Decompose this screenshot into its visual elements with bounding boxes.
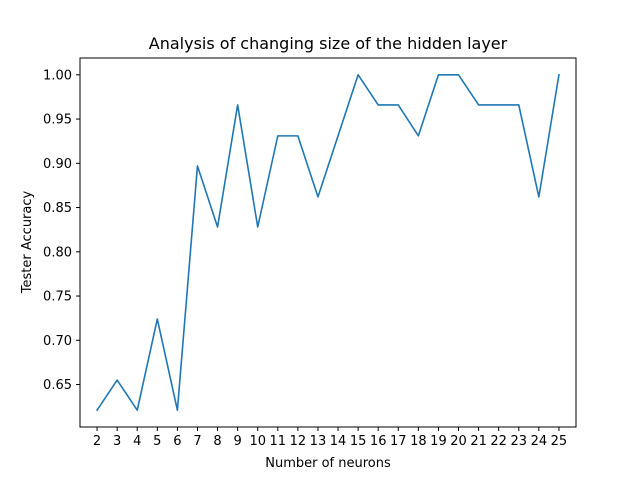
x-tick-label: 2 bbox=[93, 434, 101, 449]
x-tick-label: 21 bbox=[470, 434, 487, 449]
x-tick-label: 23 bbox=[510, 434, 527, 449]
x-tick-label: 13 bbox=[310, 434, 327, 449]
x-tick-label: 16 bbox=[370, 434, 387, 449]
x-tick-label: 22 bbox=[490, 434, 507, 449]
x-tick-label: 11 bbox=[270, 434, 287, 449]
x-axis-label: Number of neurons bbox=[265, 456, 391, 471]
y-tick-label: 0.90 bbox=[43, 157, 72, 172]
x-tick-label: 9 bbox=[233, 434, 241, 449]
x-tick-label: 15 bbox=[350, 434, 367, 449]
plot-frame bbox=[79, 57, 577, 428]
chart-title: Analysis of changing size of the hidden … bbox=[149, 34, 508, 53]
x-tick-label: 25 bbox=[551, 434, 568, 449]
y-tick-label: 1.00 bbox=[43, 68, 72, 83]
x-tick-label: 19 bbox=[430, 434, 447, 449]
x-tick-label: 17 bbox=[390, 434, 407, 449]
x-tick-label: 10 bbox=[249, 434, 266, 449]
y-tick-label: 0.85 bbox=[43, 201, 72, 216]
x-tick-label: 20 bbox=[450, 434, 467, 449]
x-tick-label: 12 bbox=[290, 434, 307, 449]
y-tick-label: 0.95 bbox=[43, 113, 72, 128]
series-line bbox=[95, 73, 560, 412]
y-tick-label: 0.70 bbox=[43, 334, 72, 349]
x-tick-label: 24 bbox=[531, 434, 548, 449]
y-axis-label: Tester Accuracy bbox=[20, 190, 35, 294]
y-tick-label: 0.65 bbox=[43, 378, 72, 393]
x-tick-label: 18 bbox=[410, 434, 427, 449]
plot-area bbox=[95, 73, 560, 412]
y-tick-label: 0.80 bbox=[43, 245, 72, 260]
x-tick-label: 3 bbox=[113, 434, 121, 449]
x-tick-label: 14 bbox=[330, 434, 347, 449]
x-tick-label: 6 bbox=[173, 434, 181, 449]
x-tick-label: 4 bbox=[133, 434, 141, 449]
x-tick-label: 7 bbox=[193, 434, 201, 449]
y-tick-label: 0.75 bbox=[43, 290, 72, 305]
x-tick-label: 5 bbox=[153, 434, 161, 449]
x-tick-label: 8 bbox=[213, 434, 221, 449]
